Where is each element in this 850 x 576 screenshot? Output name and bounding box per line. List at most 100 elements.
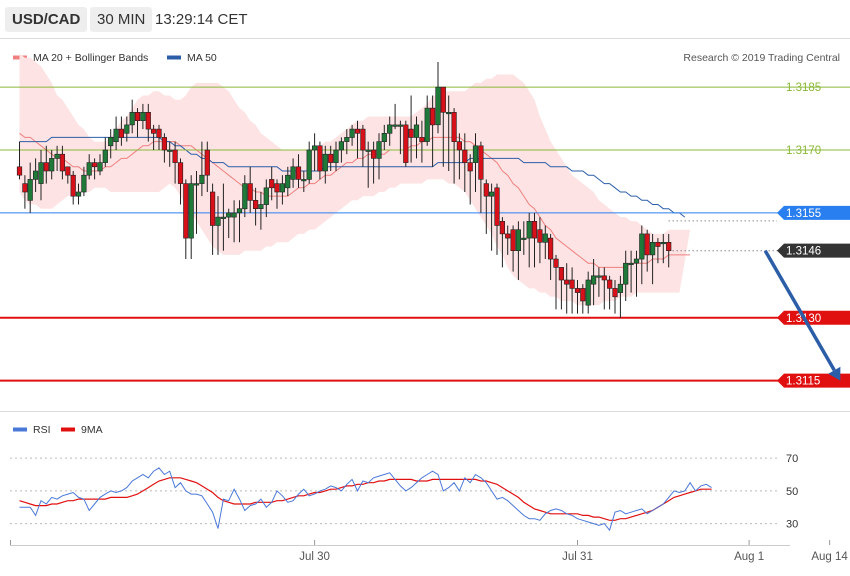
candle [86,154,92,180]
candle [338,137,345,163]
candle [365,141,371,188]
level-label-1.3146: 1.3146 [786,246,821,258]
candle [113,116,119,150]
candle-body [156,128,162,138]
candle [429,95,436,167]
timestamp: 13:29:14 CET [155,11,248,28]
candle [317,141,323,180]
candle [311,133,318,171]
level-tag-1.3146 [777,243,850,258]
level-label-1.3155: 1.3155 [786,208,821,220]
candle-body [290,166,296,180]
candle-body [349,128,355,138]
candle [32,158,39,192]
candle-body [505,233,511,239]
candle [161,133,168,163]
rsi-ma-line [19,477,712,521]
candle [633,250,640,297]
candle [349,124,355,146]
candle [183,179,189,259]
level-tag-1.3155 [777,205,850,220]
candle [537,217,543,264]
candle [54,145,60,171]
candle-body [429,107,436,126]
candle [70,171,76,205]
candle [129,99,135,134]
candle-body [317,145,323,172]
candle-body [370,149,377,159]
candle [204,141,210,192]
candle-body [435,86,441,126]
candle-body [81,174,87,193]
candle-body [193,183,200,186]
candle-body [531,221,538,239]
candle [97,154,103,176]
candle [607,275,613,310]
candle-body [322,153,328,172]
candle-body [607,279,613,289]
candle [623,250,629,301]
candle-body [569,279,575,289]
candle-body [145,112,151,130]
candle [478,141,484,213]
candle [210,183,216,255]
candle [419,120,425,163]
candle [649,233,656,285]
symbol-label[interactable]: USD/CAD [5,7,88,32]
candle [590,259,597,306]
candle [322,145,328,184]
candle [515,221,521,280]
candle-body [510,229,516,251]
candle-body [70,174,76,197]
interval-button[interactable]: 30 MIN [90,7,153,32]
candle-body [172,149,178,163]
candle-body [381,133,387,143]
candle [215,196,221,255]
candle-body [22,183,28,193]
candle-body [408,128,414,138]
candle-body [617,283,623,293]
candle-body [403,124,409,163]
candle-body [424,107,430,142]
candle-body [649,242,656,256]
candle-body [515,229,521,251]
candle [193,171,200,234]
candle-body [263,187,269,205]
rsi-line [19,467,712,532]
candle-body [167,149,173,152]
candle [397,120,404,155]
candle-body [580,288,586,302]
candle-body [344,137,350,142]
candle-body [199,174,205,184]
candle-body [27,179,33,201]
candle-body [456,141,463,151]
candle [462,133,468,192]
candle [102,137,108,167]
candle [242,175,248,218]
candle-body [639,233,645,260]
candle-body [590,275,597,285]
candle-body [413,124,420,138]
candle [247,166,253,213]
forecast-arrow-line [763,249,836,372]
candle [499,217,506,268]
candle-body [521,237,527,240]
candle-body [65,166,71,176]
candle-body [494,187,500,226]
candle [220,183,227,251]
candle [494,183,500,255]
candle-body [269,179,275,189]
candle-body [612,288,618,298]
candle [285,166,291,197]
ma50-legend-label: MA 50 [187,52,217,64]
candle [59,145,65,180]
candle [628,250,634,293]
candle-body [129,112,135,126]
candle [306,141,312,184]
candle [38,150,44,201]
candle [118,116,124,146]
candle [370,141,377,184]
candle [526,212,532,268]
rsi-tick-label: 70 [786,453,798,465]
